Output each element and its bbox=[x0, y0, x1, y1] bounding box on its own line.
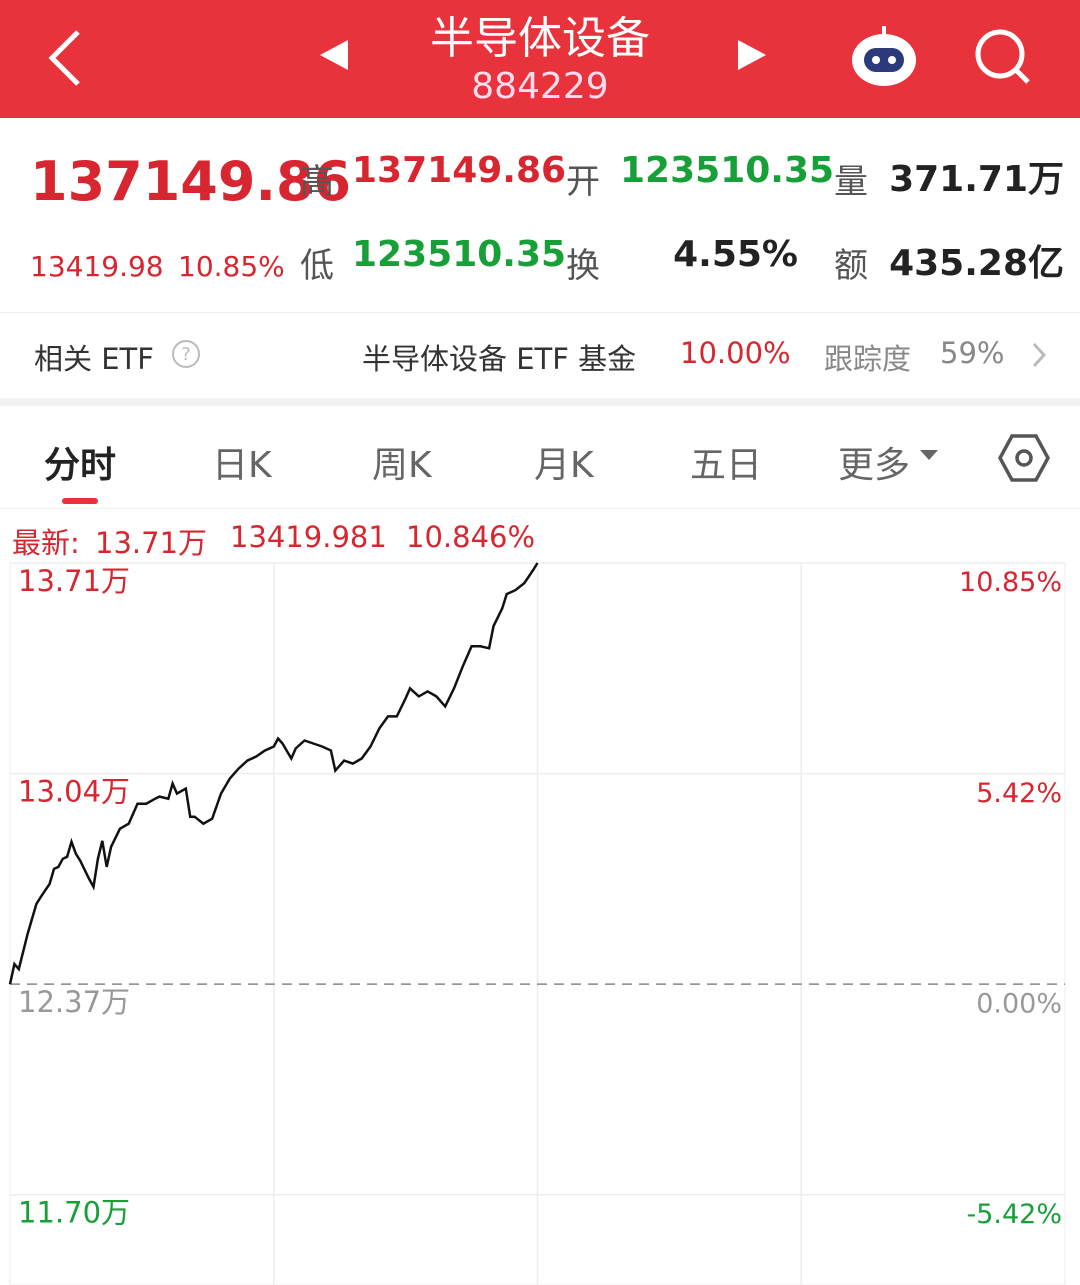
title: 半导体设备 bbox=[430, 13, 650, 64]
back-button[interactable] bbox=[48, 30, 80, 86]
change: 13419.98 bbox=[30, 250, 164, 283]
y2-tick-label: 10.85% bbox=[959, 567, 1062, 598]
tab[interactable]: 月K bbox=[534, 445, 594, 486]
price: 137149.86 bbox=[30, 150, 352, 213]
field-value: 123510.35 bbox=[620, 150, 835, 191]
separator bbox=[0, 398, 1080, 406]
y-tick-label: 13.04万 bbox=[18, 775, 130, 809]
robot-icon[interactable] bbox=[852, 26, 916, 86]
y2-tick-label: -5.42% bbox=[966, 1199, 1062, 1230]
field-label: 换 bbox=[566, 246, 600, 286]
tab[interactable]: 周K bbox=[372, 445, 432, 486]
chevron[interactable] bbox=[1030, 340, 1050, 370]
latest-change: 13419.981 bbox=[230, 520, 387, 554]
track-label: 跟踪度 bbox=[824, 342, 912, 376]
price-line bbox=[8, 562, 539, 985]
tab[interactable]: 日K bbox=[212, 445, 272, 486]
etf-pct: 10.00% bbox=[680, 336, 791, 370]
help-icon[interactable]: ? bbox=[170, 338, 202, 370]
field-value: 371.71万 bbox=[889, 159, 1064, 200]
field-value: 4.55% bbox=[673, 234, 798, 275]
tab[interactable]: 分时 bbox=[44, 445, 117, 486]
header-icons bbox=[48, 26, 1030, 86]
y2-tick-label: 5.42% bbox=[976, 778, 1062, 809]
latest-label: 最新: bbox=[12, 526, 80, 560]
y-tick-label: 11.70万 bbox=[18, 1196, 130, 1230]
field-value: 137149.86 bbox=[352, 150, 567, 191]
y2-tick-label: 0.00% bbox=[976, 988, 1062, 1019]
field-label: 量 bbox=[834, 162, 868, 202]
etf-name[interactable]: 半导体设备 ETF 基金 bbox=[362, 342, 637, 376]
divider bbox=[0, 312, 1080, 313]
tab[interactable]: 五日 bbox=[690, 445, 763, 486]
field-value: 435.28亿 bbox=[889, 243, 1064, 284]
settings-icon[interactable] bbox=[998, 432, 1050, 484]
field-label: 高 bbox=[300, 162, 334, 202]
etf-label: 相关 ETF bbox=[34, 342, 154, 376]
y-tick-label: 13.71万 bbox=[18, 564, 130, 598]
latest-price: 13.71万 bbox=[95, 526, 208, 560]
divider bbox=[0, 508, 1080, 509]
field-label: 额 bbox=[834, 246, 868, 286]
y-tick-label: 12.37万 bbox=[18, 985, 130, 1019]
tab-indicator bbox=[62, 498, 98, 504]
tab[interactable]: 更多 bbox=[838, 445, 911, 486]
svg-text:?: ? bbox=[181, 344, 191, 365]
change-pct: 10.85% bbox=[178, 250, 285, 283]
code: 884229 bbox=[471, 66, 609, 107]
next-button[interactable] bbox=[738, 40, 766, 70]
track-value: 59% bbox=[940, 336, 1005, 370]
prev-button[interactable] bbox=[320, 40, 348, 70]
search-button[interactable] bbox=[975, 29, 1030, 84]
field-label: 低 bbox=[300, 246, 334, 286]
field-value: 123510.35 bbox=[352, 234, 567, 275]
dropdown-icon bbox=[920, 450, 938, 460]
latest-pct: 10.846% bbox=[406, 520, 536, 554]
field-label: 开 bbox=[566, 162, 600, 202]
